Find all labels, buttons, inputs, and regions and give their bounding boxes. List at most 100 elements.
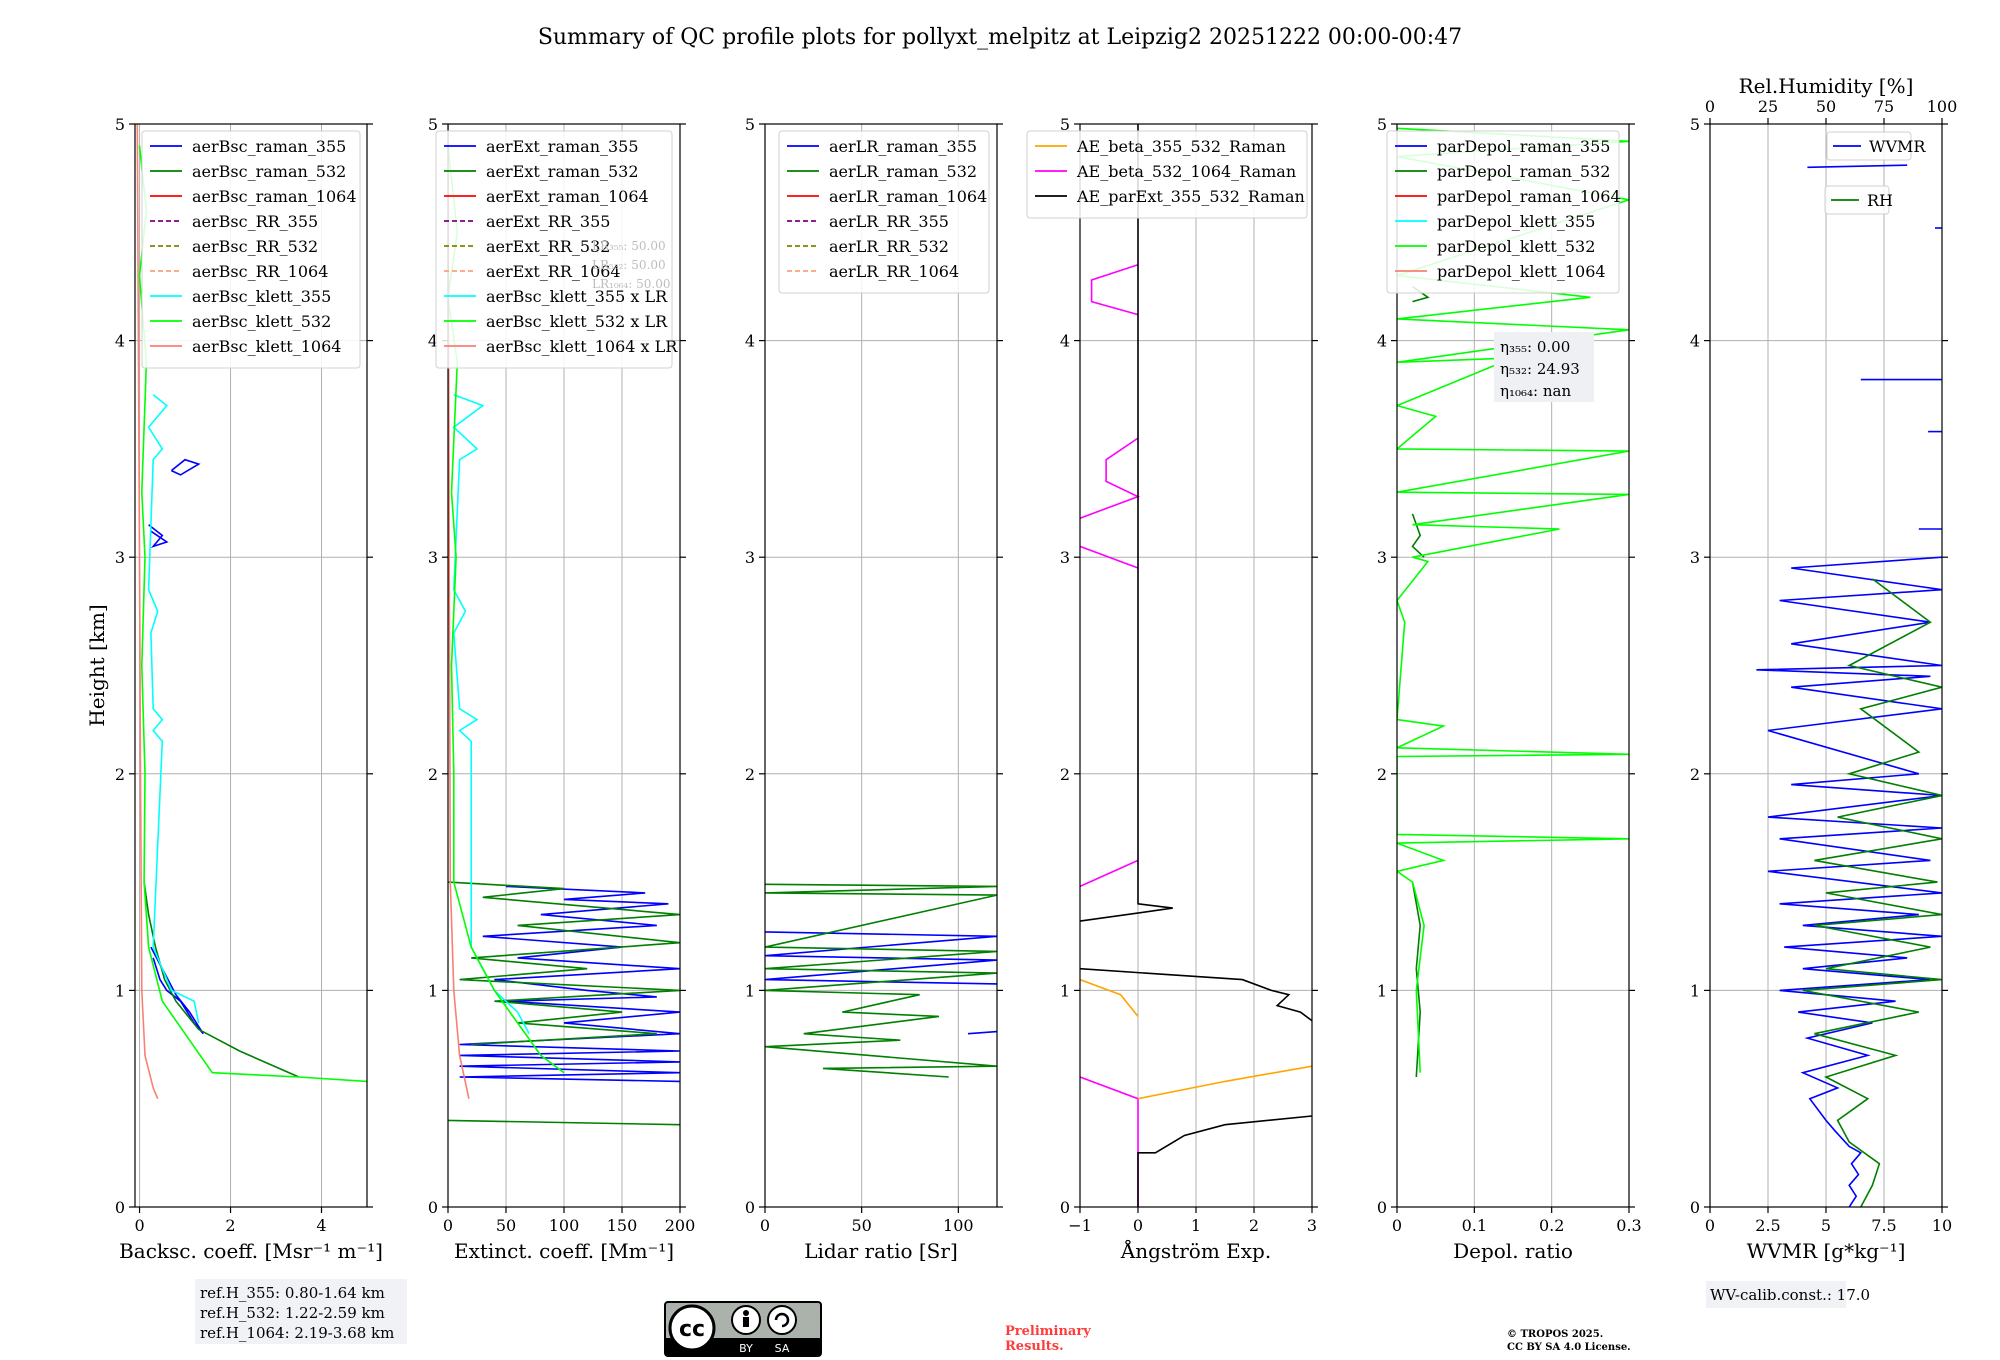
legend-label: aerLR_RR_355 xyxy=(829,212,949,231)
y-tick-label: 5 xyxy=(1060,115,1070,134)
legend-label: aerBsc_klett_532 xyxy=(192,312,331,331)
series-AE_beta_532_1064_Raman xyxy=(1090,264,1139,316)
y-tick-label: 1 xyxy=(1060,981,1070,1000)
series-AE_beta_532_1064_Raman_b xyxy=(1080,437,1141,519)
y-tick-label: 0 xyxy=(115,1198,125,1217)
x2-tick-label: 100 xyxy=(1927,97,1958,116)
legend-label: aerBsc_klett_1064 x LR xyxy=(486,337,678,356)
y-tick-label: 0 xyxy=(1060,1198,1070,1217)
legend-label: aerBsc_klett_355 xyxy=(192,287,331,306)
legend-box xyxy=(1826,131,1912,161)
legend-label: aerExt_RR_532 xyxy=(486,237,610,256)
x-tick-label: 10 xyxy=(1932,1216,1952,1235)
tropos-line-1: © TROPOS 2025. xyxy=(1507,1329,1603,1340)
refh-532: ref.H_532: 1.22-2.59 km xyxy=(200,1304,385,1322)
legend-label: aerLR_RR_1064 xyxy=(829,262,959,281)
x-tick-label: 4 xyxy=(316,1216,326,1235)
y-tick-label: 2 xyxy=(1690,765,1700,784)
series-AE_beta_532_1064_Raman_d xyxy=(1080,859,1139,888)
legend-box xyxy=(1026,130,1308,219)
series-AE_parExt_355_532_Raman xyxy=(1080,124,1173,922)
x-tick-label: 50 xyxy=(496,1216,516,1235)
preliminary-line-1: Preliminary xyxy=(1005,1324,1091,1339)
legend-wvmr: WVMR xyxy=(1826,131,1926,161)
series-group xyxy=(1080,124,1312,1207)
legend-label: aerBsc_raman_1064 xyxy=(192,187,357,206)
legend-label: parDepol_raman_355 xyxy=(1437,137,1610,156)
x-tick-label: 0 xyxy=(1392,1216,1402,1235)
legend-label: aerBsc_raman_532 xyxy=(192,162,346,181)
x-tick-label: 50 xyxy=(851,1216,871,1235)
legend-label: aerLR_RR_532 xyxy=(829,237,949,256)
x-axis-label: Depol. ratio xyxy=(1453,1239,1573,1263)
legend-label: parDepol_klett_355 xyxy=(1437,212,1595,231)
preliminary-line-2: Results. xyxy=(1005,1339,1064,1354)
legend-label: AE_beta_355_532_Raman xyxy=(1076,137,1286,156)
y-tick-label: 0 xyxy=(745,1198,755,1217)
y-tick-label: 4 xyxy=(1060,332,1070,351)
lr-annotation: LR₅₃₂: 50.00 xyxy=(592,258,666,272)
legend-label: aerBsc_raman_355 xyxy=(192,137,346,156)
y-tick-label: 3 xyxy=(115,548,125,567)
y-tick-label: 3 xyxy=(745,548,755,567)
panel-depol: 0 1 2 3 4 5 0 0.1 0.2 0.3 Depol. ratio parDepol_ram… xyxy=(1377,115,1642,1263)
lr-annotation: LR₁₀₆₄: 50.00 xyxy=(592,277,670,291)
series-parDepol_klett_532 xyxy=(1397,127,1629,1073)
eta-text: η₁₀₆₄: nan xyxy=(1500,382,1571,400)
legend-label: aerBsc_RR_1064 xyxy=(192,262,328,281)
x-tick-label: −1 xyxy=(1068,1216,1092,1235)
x-tick-label: 200 xyxy=(665,1216,696,1235)
cc-by-label: BY xyxy=(739,1342,753,1355)
x2-tick-label: 75 xyxy=(1874,97,1894,116)
x-tick-label: 2 xyxy=(225,1216,235,1235)
legend-label: parDepol_klett_532 xyxy=(1437,237,1595,256)
legend-label: AE_beta_532_1064_Raman xyxy=(1076,162,1296,181)
series-RH xyxy=(1802,578,1942,1207)
series-AE_beta_355_532_Raman_b xyxy=(1137,1065,1312,1100)
legend-ae: AE_beta_355_532_Raman AE_beta_532_1064_Ra… xyxy=(1026,130,1308,219)
x-tick-label: 2 xyxy=(1249,1216,1259,1235)
series-group xyxy=(1756,164,1942,1207)
series-aerExt_raman_532 xyxy=(448,881,680,1046)
y-tick-label: 1 xyxy=(1377,981,1387,1000)
eta-box xyxy=(1494,332,1594,402)
y-tick-label: 2 xyxy=(115,765,125,784)
x2-axis-label: Rel.Humidity [%] xyxy=(1739,74,1914,98)
eta-text: η₃₅₅: 0.00 xyxy=(1500,338,1570,356)
y-tick-label: 1 xyxy=(745,981,755,1000)
series-aerBsc_raman_532 xyxy=(143,881,300,1078)
series-aerLR_raman_355 xyxy=(765,931,997,985)
x-tick-label: 150 xyxy=(607,1216,638,1235)
y-tick-label: 5 xyxy=(745,115,755,134)
legend-label: aerBsc_RR_355 xyxy=(192,212,318,231)
legend-label: parDepol_klett_1064 xyxy=(1437,262,1606,281)
x-tick-label: 0.2 xyxy=(1539,1216,1564,1235)
legend-ext: aerExt_raman_355 aerExt_raman_532 aerExt_r… xyxy=(435,130,678,369)
cc-sa-label: SA xyxy=(775,1342,790,1355)
legend-box xyxy=(1386,130,1620,294)
y-tick-label: 3 xyxy=(428,548,438,567)
series-AE_beta_532_1064_Raman_c xyxy=(1080,545,1139,569)
series-AE_beta_532_1064_Raman_e xyxy=(1080,1076,1139,1207)
legend-label: aerBsc_klett_355 x LR xyxy=(486,287,668,306)
series-aerBsc_raman_355_upper xyxy=(170,458,201,476)
x-tick-label: 100 xyxy=(549,1216,580,1235)
sa-share-icon xyxy=(767,1305,797,1335)
x-axis-label: Ångström Exp. xyxy=(1120,1238,1271,1263)
cc-icon xyxy=(668,1304,716,1352)
footer: ref.H_355: 0.80-1.64 km ref.H_532: 1.22-… xyxy=(195,1279,1870,1357)
series-aerBsc_raman_355_mid xyxy=(148,524,169,549)
y-tick-label: 4 xyxy=(1690,332,1700,351)
x2-tick-label: 0 xyxy=(1705,97,1715,116)
y-tick-label: 3 xyxy=(1060,548,1070,567)
series-group xyxy=(765,883,997,1078)
legend-label: parDepol_raman_1064 xyxy=(1437,187,1621,206)
series-aerLR_raman_355_b xyxy=(967,1030,997,1035)
axes-frame xyxy=(134,123,368,1208)
refh-355: ref.H_355: 0.80-1.64 km xyxy=(200,1284,385,1302)
x2-tick-label: 50 xyxy=(1816,97,1836,116)
